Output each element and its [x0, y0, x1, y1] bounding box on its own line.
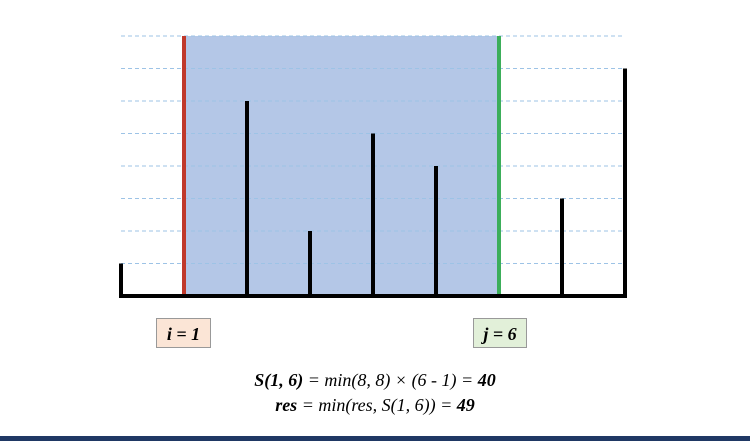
result-formula-lhs: res: [275, 395, 298, 415]
left-index-label: i = 1: [156, 318, 211, 348]
area-formula: S(1, 6) = min(8, 8) × (6 - 1) = 40: [0, 370, 750, 391]
area-formula-lhs: S(1, 6): [254, 370, 304, 390]
result-formula-result: 49: [456, 395, 475, 415]
right-index-label: j = 6: [473, 318, 527, 348]
area-formula-expr: = min(8, 8) × (6 - 1) =: [303, 370, 478, 390]
bottom-rule: [0, 436, 750, 441]
result-formula-expr: = min(res, S(1, 6)) =: [297, 395, 457, 415]
area-formula-result: 40: [477, 370, 496, 390]
result-formula: res = min(res, S(1, 6)) = 49: [0, 395, 750, 416]
